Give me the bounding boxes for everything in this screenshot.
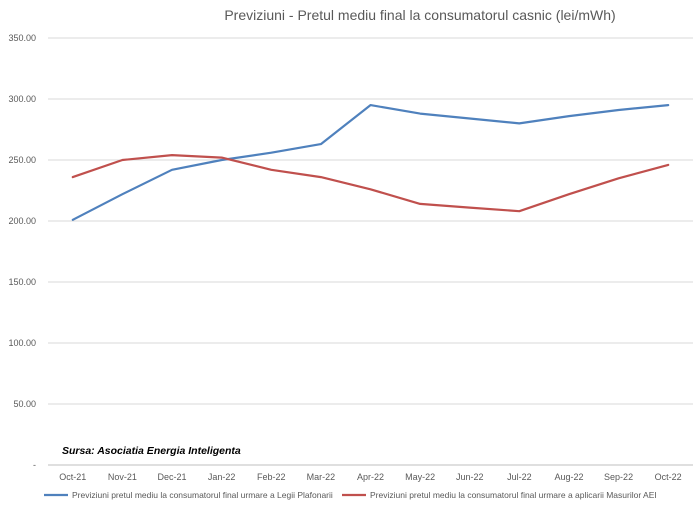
x-tick-label: Feb-22 — [257, 472, 286, 482]
x-tick-label: Mar-22 — [307, 472, 336, 482]
y-tick-label: 350.00 — [8, 33, 36, 43]
gridlines — [48, 37, 693, 466]
x-tick-label: Apr-22 — [357, 472, 384, 482]
series-line-2 — [71, 154, 670, 213]
source-annotation: Sursa: Asociatia Energia Inteligenta — [62, 445, 241, 457]
x-tick-label: Aug-22 — [554, 472, 583, 482]
x-tick-label: Nov-21 — [108, 472, 137, 482]
x-tick-label: Oct-21 — [59, 472, 86, 482]
x-tick-label: Oct-22 — [655, 472, 682, 482]
chart-title: Previziuni - Pretul mediu final la consu… — [224, 7, 615, 23]
x-tick-label: Jul-22 — [507, 472, 532, 482]
y-tick-label: 200.00 — [8, 216, 36, 226]
y-tick-label: 150.00 — [8, 277, 36, 287]
y-tick-label: - — [33, 460, 36, 470]
y-axis-ticks: - 50.00 100.00 150.00 200.00 250.00 300.00 350.… — [8, 33, 36, 470]
x-tick-label: Jun-22 — [456, 472, 484, 482]
series-line-1 — [71, 103, 670, 221]
x-tick-label: Sep-22 — [604, 472, 633, 482]
legend-label-2: Previziuni pretul mediu la consumatorul … — [370, 490, 657, 500]
legend: Previziuni pretul mediu la consumatorul … — [44, 490, 657, 500]
y-tick-label: 300.00 — [8, 94, 36, 104]
y-tick-label: 50.00 — [13, 399, 36, 409]
legend-label-1: Previziuni pretul mediu la consumatorul … — [72, 490, 333, 500]
x-axis-ticks: Oct-21 Nov-21 Dec-21 Jan-22 Feb-22 Mar-22 Apr-… — [59, 472, 681, 482]
x-tick-label: Dec-21 — [158, 472, 187, 482]
y-tick-label: 100.00 — [8, 338, 36, 348]
series-lines — [71, 103, 670, 221]
x-tick-label: May-22 — [405, 472, 435, 482]
x-tick-label: Jan-22 — [208, 472, 236, 482]
y-tick-label: 250.00 — [8, 155, 36, 165]
